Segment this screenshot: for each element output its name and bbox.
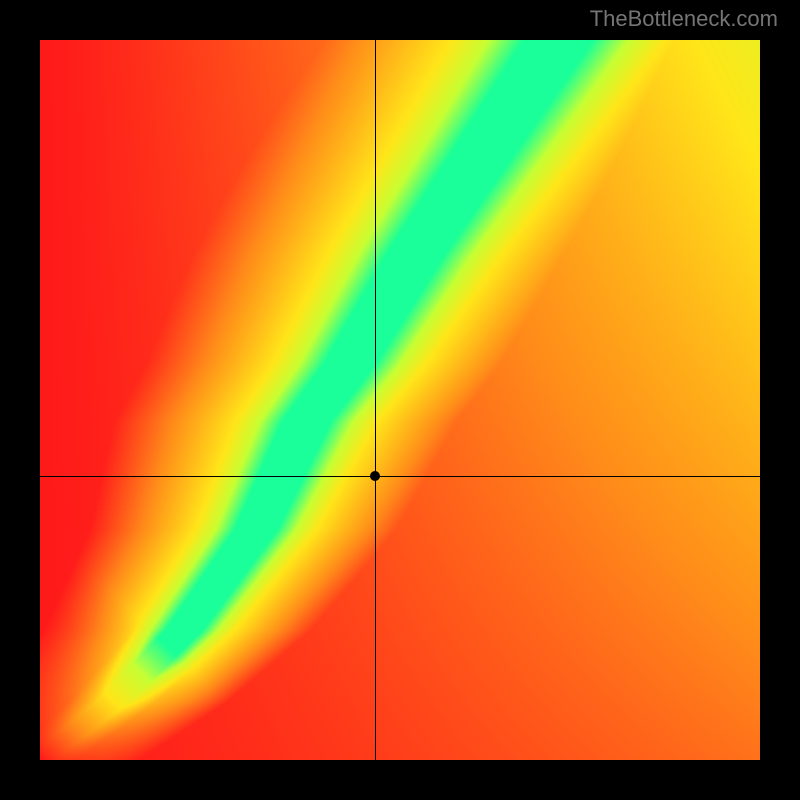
crosshair-point — [370, 471, 380, 481]
heatmap-canvas — [40, 40, 760, 760]
watermark-text: TheBottleneck.com — [590, 6, 778, 32]
figure-container: TheBottleneck.com — [0, 0, 800, 800]
crosshair-vertical — [375, 40, 376, 760]
crosshair-horizontal — [40, 476, 760, 477]
plot-area — [40, 40, 760, 760]
